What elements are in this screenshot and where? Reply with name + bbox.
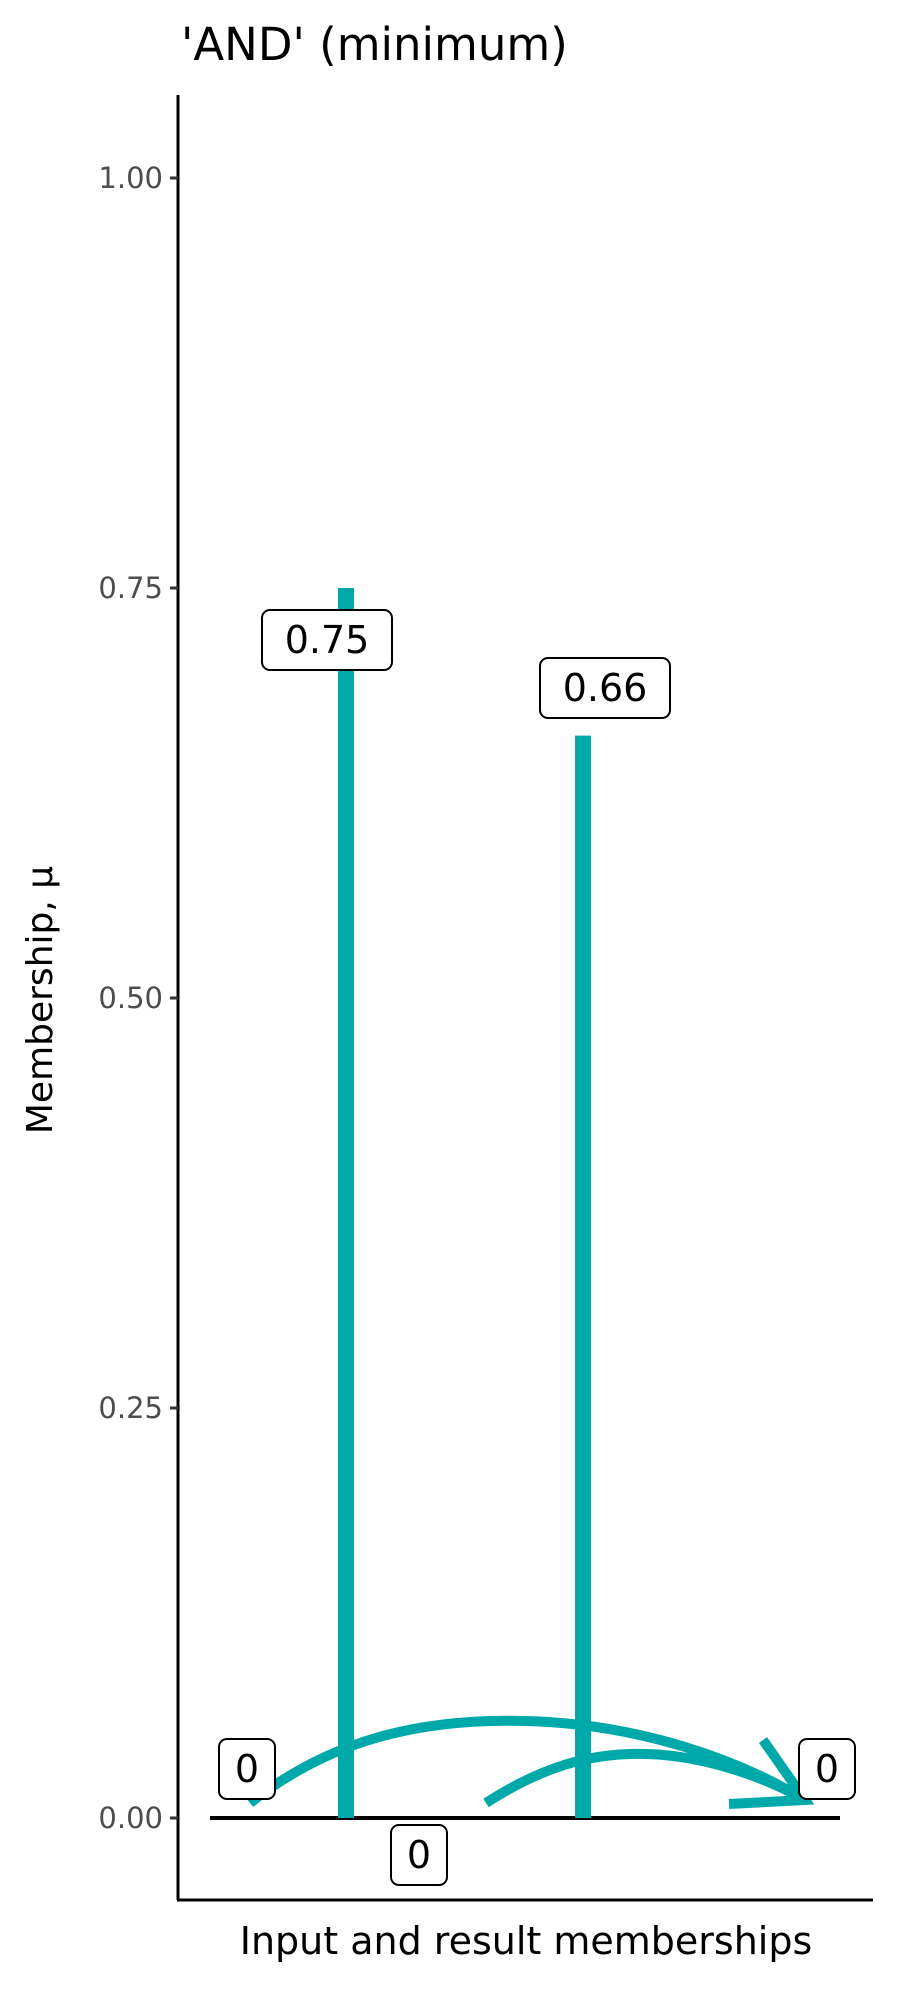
x-axis-title: Input and result memberships [240,1919,813,1963]
result-arrow-curve-2 [483,1748,808,1808]
value-label: 0.66 [563,666,648,710]
y-axis-title: Membership, μ [20,866,61,1134]
value-label: 0 [407,1833,431,1877]
value-label-box [261,609,393,671]
y-tick-label: 0.50 [98,981,163,1015]
chart-title: 'AND' (minimum) [181,18,568,71]
y-tick-label: 0.00 [98,1801,163,1835]
y-tick-label: 0.75 [98,571,163,605]
y-tick-label: 0.25 [98,1391,163,1425]
arrowhead-icon [728,1737,815,1809]
value-label: 0 [815,1747,839,1791]
y-tick-label: 1.00 [98,161,163,195]
value-label: 0 [235,1747,259,1791]
value-label-box [798,1738,856,1800]
value-label-box [539,657,671,719]
value-label-box [218,1738,276,1800]
value-label: 0.75 [285,618,370,662]
value-label-box [390,1824,448,1886]
